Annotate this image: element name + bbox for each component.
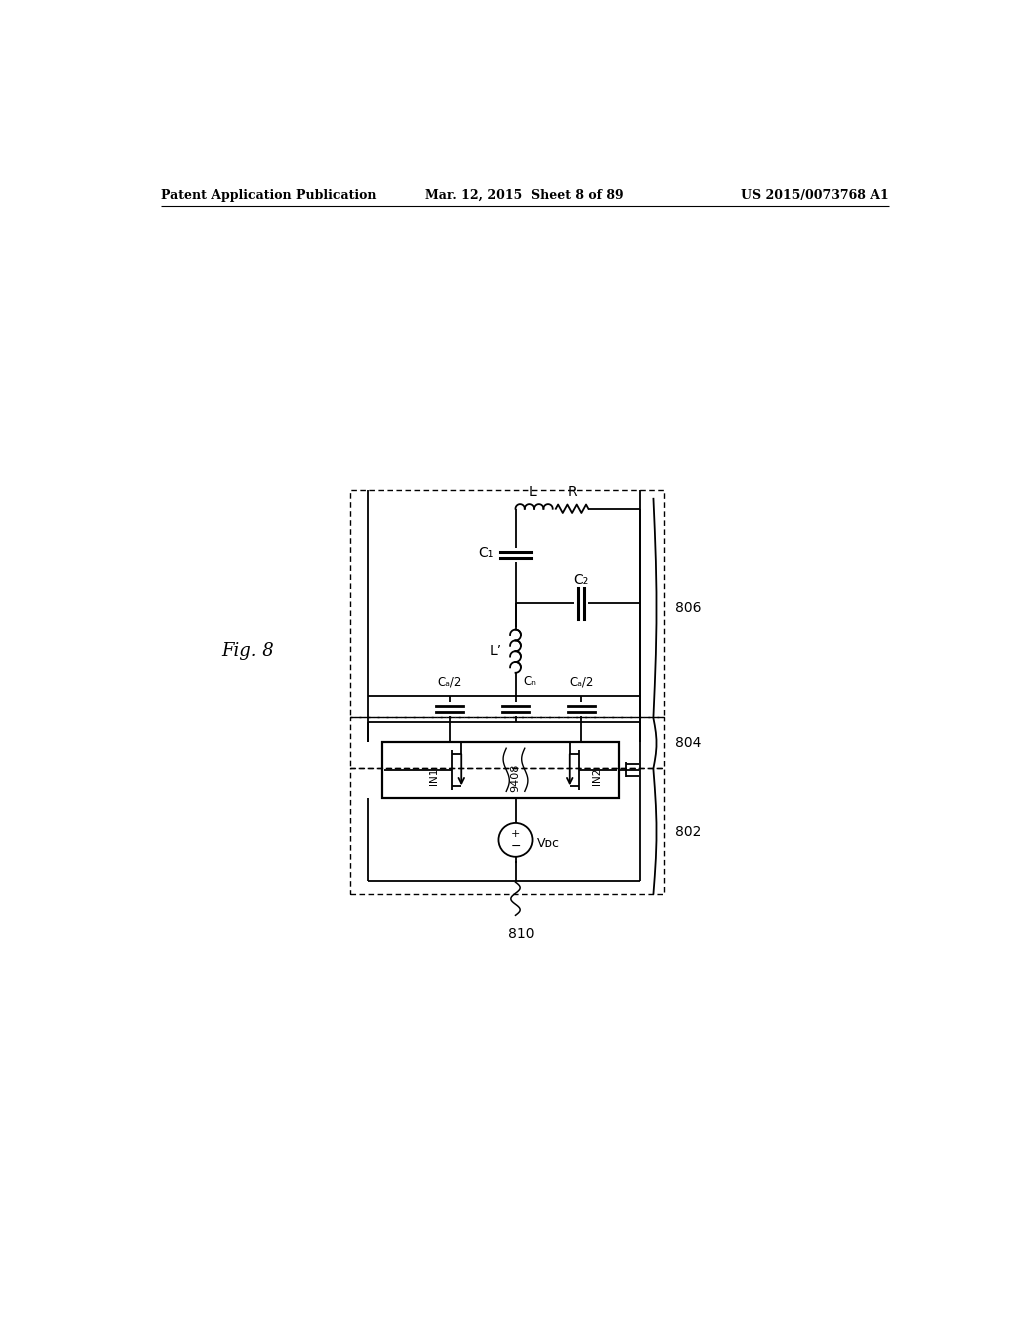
Bar bbox=[382, 742, 618, 797]
Text: C₁: C₁ bbox=[478, 546, 494, 561]
Text: L’: L’ bbox=[489, 644, 502, 659]
Text: 9408: 9408 bbox=[511, 763, 520, 792]
Text: Cₐ/2: Cₐ/2 bbox=[437, 675, 462, 688]
Text: C₂: C₂ bbox=[573, 573, 589, 586]
Text: Vᴅᴄ: Vᴅᴄ bbox=[538, 837, 560, 850]
Text: 806: 806 bbox=[675, 601, 701, 615]
Text: IN1: IN1 bbox=[429, 767, 439, 784]
Text: Mar. 12, 2015  Sheet 8 of 89: Mar. 12, 2015 Sheet 8 of 89 bbox=[426, 189, 624, 202]
Text: US 2015/0073768 A1: US 2015/0073768 A1 bbox=[741, 189, 889, 202]
Bar bbox=[350, 717, 665, 768]
Text: Cₐ/2: Cₐ/2 bbox=[569, 675, 594, 688]
Text: 802: 802 bbox=[675, 825, 701, 838]
Text: −: − bbox=[510, 840, 521, 853]
Text: +: + bbox=[511, 829, 520, 840]
Text: Patent Application Publication: Patent Application Publication bbox=[161, 189, 376, 202]
Text: Cₙ: Cₙ bbox=[523, 675, 537, 688]
Text: 804: 804 bbox=[675, 737, 701, 750]
Text: L: L bbox=[528, 484, 537, 499]
Bar bbox=[350, 768, 665, 894]
Text: R: R bbox=[567, 484, 577, 499]
Text: IN2: IN2 bbox=[592, 767, 602, 784]
Bar bbox=[350, 490, 665, 717]
Text: 810: 810 bbox=[509, 927, 535, 941]
Text: Fig. 8: Fig. 8 bbox=[222, 643, 274, 660]
